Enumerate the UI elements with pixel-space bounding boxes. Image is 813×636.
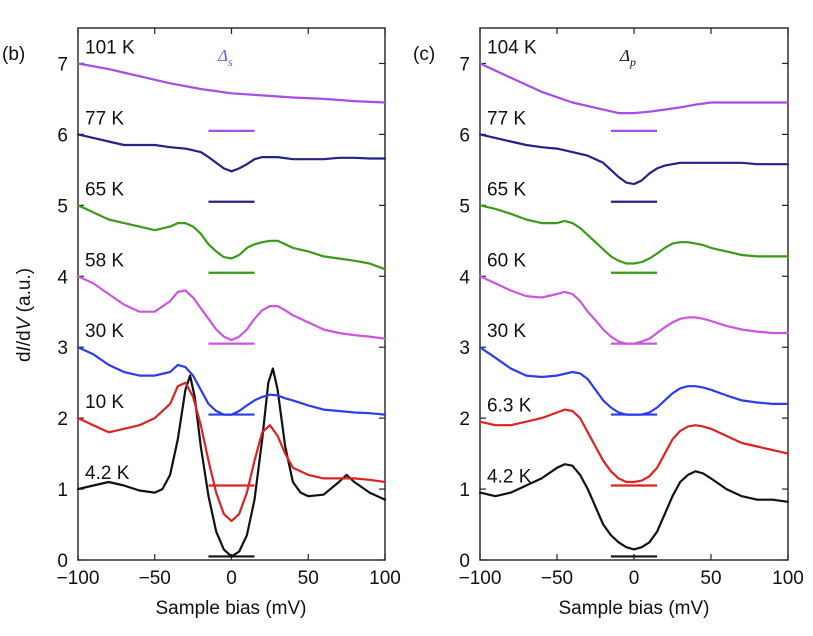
- x-tick-label: 50: [298, 568, 319, 589]
- y-tick-label: 6: [57, 125, 68, 146]
- spectrum-curve-101K: [76, 62, 387, 104]
- spectrum-curve-65K: [478, 204, 790, 265]
- y-tick-label: 3: [459, 338, 470, 359]
- spectrum-curve-104K: [478, 62, 790, 115]
- temperature-label: 77 K: [85, 108, 124, 129]
- x-tick-label: 100: [369, 568, 401, 589]
- y-tick-label: 1: [57, 480, 68, 501]
- y-tick-label: 6: [459, 125, 470, 146]
- temperature-label: 4.2 K: [487, 467, 532, 488]
- y-axis-title-part: V: [14, 315, 35, 330]
- gap-label-panel-c: Δp: [619, 46, 636, 69]
- temperature-label: 65 K: [487, 179, 526, 200]
- y-axis-title-part: I: [14, 345, 35, 351]
- y-tick-label: 7: [57, 54, 68, 75]
- y-tick-label: 5: [459, 196, 470, 217]
- x-axis-title-panel-b: Sample bias (mV): [156, 598, 307, 619]
- temperature-label: 30 K: [487, 321, 526, 342]
- spectrum-curve-10K: [76, 381, 387, 523]
- panel-label-b: (b): [2, 44, 25, 65]
- spectrum-curve-77K: [76, 133, 387, 173]
- temperature-label: 6.3 K: [487, 396, 532, 417]
- panel-c-tunneling-spectra-p-gap: (c) Sample bias (mV) Δp −100 −50 0 50 100 0 1 2…: [413, 27, 804, 619]
- temperature-label: 65 K: [85, 179, 124, 200]
- x-tick-label: −100: [459, 568, 502, 589]
- panel-b-tunneling-spectra-s-gap: (b) dI/dV (a.u.) Sample bias (mV) Δs −10…: [2, 27, 401, 619]
- spectrum-curve-60K: [478, 275, 790, 345]
- y-tick-label: 0: [459, 551, 470, 572]
- temperature-label: 4.2 K: [85, 463, 130, 484]
- y-tick-label: 4: [459, 267, 470, 288]
- temperature-label: 58 K: [85, 250, 124, 271]
- y-axis-title-part: d: [14, 351, 35, 362]
- x-axis-title-panel-c: Sample bias (mV): [559, 598, 710, 619]
- y-axis-title-part: (a.u.): [14, 268, 35, 318]
- x-tick-label: −50: [139, 568, 171, 589]
- y-tick-label: 5: [57, 196, 68, 217]
- gap-subscript: s: [228, 55, 233, 69]
- temperature-label: 101 K: [85, 37, 135, 58]
- temperature-label: 77 K: [487, 108, 526, 129]
- spectrum-curve-58K: [76, 275, 387, 342]
- y-tick-label: 1: [459, 480, 470, 501]
- temperature-label: 104 K: [487, 37, 537, 58]
- gap-symbol: Δ: [217, 46, 228, 65]
- x-tick-label: 0: [226, 568, 237, 589]
- x-tick-label: −100: [57, 568, 100, 589]
- temperature-label: 10 K: [85, 392, 124, 413]
- spectrum-curve-42K: [478, 463, 790, 551]
- gap-subscript: p: [629, 55, 636, 69]
- temperature-label: 60 K: [487, 250, 526, 271]
- x-tick-label: 0: [629, 568, 640, 589]
- y-tick-label: 2: [57, 409, 68, 430]
- y-tick-label: 3: [57, 338, 68, 359]
- y-tick-label: 4: [57, 267, 68, 288]
- spectrum-curve-77K: [478, 133, 790, 186]
- y-axis-title-panel-b: dI/dV (a.u.): [14, 268, 35, 362]
- spectrum-curve-42K: [76, 367, 387, 558]
- gap-label-panel-b: Δs: [217, 46, 233, 69]
- panel-label-c: (c): [413, 44, 435, 65]
- y-axis-title-part: /d: [14, 330, 35, 346]
- x-tick-label: 100: [772, 568, 804, 589]
- temperature-label: 30 K: [85, 321, 124, 342]
- gap-symbol: Δ: [619, 46, 630, 65]
- x-tick-label: 50: [700, 568, 721, 589]
- spectrum-curve-65K: [76, 204, 387, 271]
- spectrum-curve-63K: [478, 408, 790, 484]
- y-tick-label: 2: [459, 409, 470, 430]
- y-tick-label: 7: [459, 54, 470, 75]
- x-tick-label: −50: [541, 568, 573, 589]
- y-tick-label: 0: [57, 551, 68, 572]
